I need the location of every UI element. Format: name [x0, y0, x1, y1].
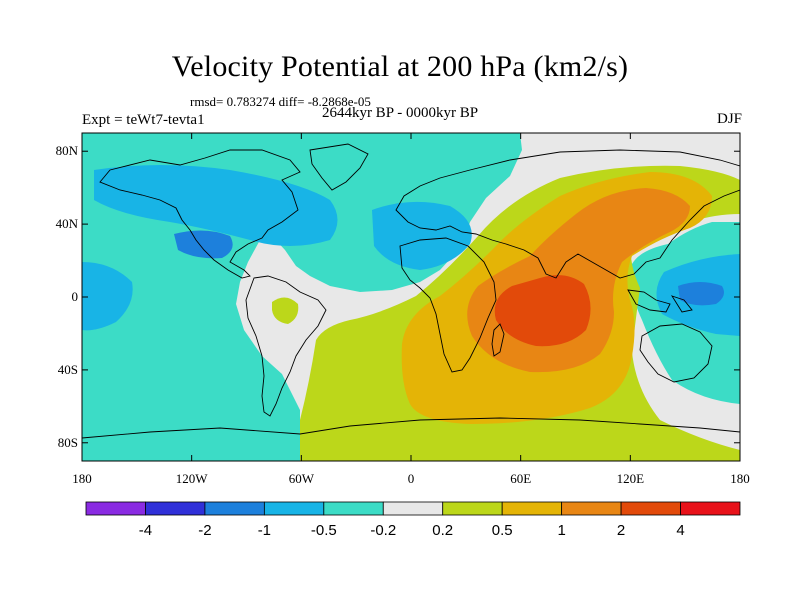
coast-south-america	[245, 275, 327, 417]
colorbar-swatch	[323, 501, 384, 516]
colorbar-label: -0.2	[370, 522, 396, 539]
region-eurasia-blue	[372, 201, 472, 270]
lat-tick-label: 0	[72, 289, 79, 304]
colorbar: -4 -2 -1 -0.5 -0.2 0.2 0.5 1 2 4	[85, 501, 741, 539]
colorbar-label: 2	[617, 522, 625, 539]
contour-field	[82, 133, 740, 461]
region-north-america-deep-blue	[174, 230, 233, 259]
colorbar-swatch	[442, 501, 503, 516]
colorbar-swatch	[382, 501, 444, 516]
lon-tick-label: 120E	[617, 471, 645, 486]
coastlines	[82, 143, 740, 439]
map-title: Velocity Potential at 200 hPa (km2/s)	[171, 50, 629, 83]
coast-antarctica	[82, 417, 740, 439]
lon-tick-label: 60W	[289, 471, 315, 486]
positive-regions	[272, 165, 740, 461]
experiment-label: Expt = teWt7-tevta1	[82, 112, 205, 128]
coast-greenland	[309, 143, 369, 191]
coast-eurasia	[395, 149, 740, 279]
colorbar-label: 4	[676, 522, 684, 539]
coast-australia	[639, 323, 713, 383]
colorbar-swatch	[85, 501, 146, 516]
colorbar-label: 0.2	[432, 522, 453, 539]
coast-maritime-continent	[627, 289, 693, 313]
rmsd-diff-stats: rmsd= 0.783274 diff= -8.2868e-05	[190, 94, 371, 109]
region-west-pacific-core	[678, 282, 724, 306]
colorbar-swatch	[680, 501, 741, 516]
lat-tick-label: 80N	[56, 143, 79, 158]
region-north-atlantic-blue	[94, 165, 338, 246]
lat-tick-label: 80S	[58, 435, 78, 450]
season-label: DJF	[716, 111, 742, 127]
region-south-america-yellow	[272, 297, 299, 324]
colorbar-label: -0.5	[311, 522, 337, 539]
lon-tick-label: 60E	[510, 471, 531, 486]
lon-tick-label: 120W	[176, 471, 209, 486]
lat-tick-label: 40S	[58, 362, 78, 377]
colorbar-label: 0.5	[492, 522, 513, 539]
colorbar-swatch	[561, 501, 622, 516]
coast-madagascar	[491, 323, 505, 357]
coast-north-america	[99, 149, 301, 279]
colorbar-label: 1	[557, 522, 565, 539]
colorbar-swatch	[501, 501, 563, 516]
latitude-axis: 80N 40N 0 40S 80S	[56, 143, 740, 450]
colorbar-label: -2	[198, 522, 211, 539]
lon-tick-label: 180	[72, 471, 92, 486]
lat-tick-label: 40N	[56, 216, 79, 231]
colorbar-swatch	[145, 501, 206, 516]
colorbar-swatch	[204, 501, 265, 516]
colorbar-swatch	[263, 501, 325, 516]
colorbar-label: -1	[258, 522, 271, 539]
colorbar-swatch	[620, 501, 681, 516]
region-indian-ocean-red	[494, 275, 591, 347]
lon-tick-label: 180	[730, 471, 750, 486]
colorbar-label: -4	[139, 522, 152, 539]
region-west-pacific-edge-blue	[82, 262, 133, 331]
negative-regions	[82, 133, 740, 461]
lon-tick-label: 0	[408, 471, 415, 486]
longitude-axis: 180 120W 60W 0 60E 120E 180	[72, 133, 750, 486]
time-period: 2644kyr BP - 0000kyr BP	[321, 105, 479, 121]
coast-africa	[399, 237, 497, 373]
